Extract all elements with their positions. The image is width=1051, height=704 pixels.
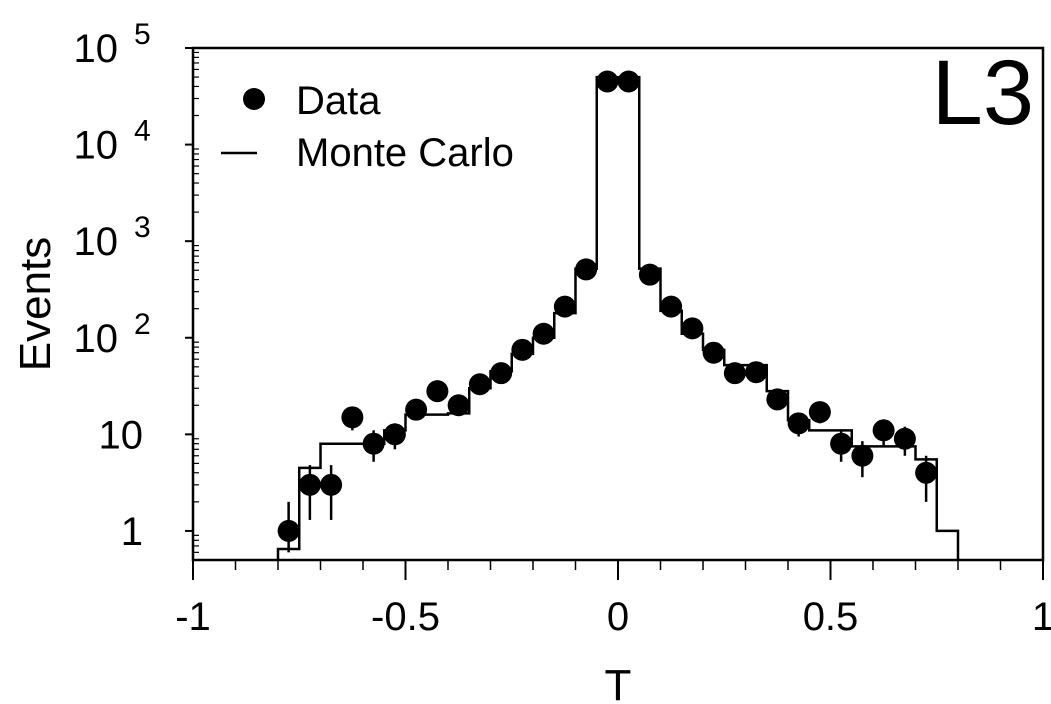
data-marker <box>405 398 428 421</box>
data-marker <box>745 361 768 384</box>
y-tick-exponent: 2 <box>134 308 151 341</box>
data-marker <box>511 338 534 361</box>
data-point <box>596 70 619 93</box>
data-point <box>511 338 534 361</box>
data-marker <box>617 70 640 93</box>
data-marker <box>808 401 831 424</box>
data-point <box>341 406 364 431</box>
data-point <box>277 501 300 553</box>
data-marker <box>575 258 598 281</box>
y-tick-label: 10 <box>99 413 144 457</box>
data-point <box>447 394 470 417</box>
data-marker <box>447 394 470 417</box>
data-point <box>383 423 406 450</box>
data-marker <box>298 473 321 496</box>
data-point <box>468 373 491 396</box>
data-point <box>298 465 321 520</box>
data-point <box>702 341 725 364</box>
x-tick-label: -1 <box>175 595 211 639</box>
data-marker <box>660 295 683 318</box>
y-tick-label: 10 <box>74 124 119 168</box>
data-marker <box>766 388 789 411</box>
data-marker <box>320 473 343 496</box>
y-axis-ticks: 1 10 10 2 10 3 10 4 10 5 <box>74 18 193 554</box>
y-tick-label: 10 <box>74 27 119 71</box>
data-point <box>553 295 576 318</box>
legend-data-label: Data <box>296 79 381 123</box>
data-marker <box>893 427 916 450</box>
y-tick-exponent: 5 <box>134 18 151 51</box>
y-tick-label: 10 <box>74 317 119 361</box>
y-tick-label: 1 <box>121 510 143 554</box>
y-tick-label: 10 <box>74 220 119 264</box>
data-marker <box>787 412 810 435</box>
x-axis-ticks: -1 -0.5 0 0.5 1 <box>175 560 1051 639</box>
data-point <box>787 412 810 437</box>
data-marker <box>277 519 300 542</box>
data-point <box>490 362 513 385</box>
data-point <box>617 70 640 93</box>
y-tick-exponent: 3 <box>134 211 151 244</box>
legend-data-marker <box>243 88 265 110</box>
data-point <box>893 426 916 456</box>
data-marker <box>596 70 619 93</box>
data-marker <box>830 432 853 455</box>
minor-ticks <box>193 51 199 561</box>
x-tick-label: 1 <box>1032 595 1051 639</box>
y-tick-exponent: 4 <box>134 115 151 148</box>
data-marker <box>851 444 874 467</box>
y-axis-label: Events <box>11 237 60 372</box>
data-points <box>277 70 938 553</box>
experiment-label: L3 <box>932 42 1034 144</box>
data-marker <box>468 373 491 396</box>
data-marker <box>383 423 406 446</box>
data-marker <box>872 419 895 442</box>
data-marker <box>490 362 513 385</box>
data-point <box>660 295 683 318</box>
data-marker <box>915 461 938 484</box>
x-axis-label: T <box>605 661 632 704</box>
data-point <box>638 263 661 286</box>
data-point <box>915 455 938 502</box>
legend-mc-label: Monte Carlo <box>296 131 514 175</box>
data-marker <box>426 380 449 403</box>
data-point <box>681 317 704 340</box>
data-marker <box>702 341 725 364</box>
x-tick-label: 0.5 <box>803 595 859 639</box>
data-point <box>532 322 555 345</box>
data-marker <box>341 406 364 429</box>
x-tick-label: 0 <box>607 595 629 639</box>
data-point <box>808 401 831 424</box>
data-marker <box>638 263 661 286</box>
data-point <box>320 465 343 520</box>
data-marker <box>681 317 704 340</box>
data-point <box>575 258 598 281</box>
data-point <box>405 398 428 421</box>
data-point <box>830 430 853 462</box>
data-marker <box>362 432 385 455</box>
x-tick-label: -0.5 <box>371 595 440 639</box>
data-point <box>723 362 746 385</box>
data-point <box>426 380 449 403</box>
data-point <box>745 361 768 384</box>
legend: Data Monte Carlo <box>221 79 514 175</box>
data-point <box>851 441 874 478</box>
data-marker <box>553 295 576 318</box>
data-marker <box>723 362 746 385</box>
data-point <box>362 430 385 462</box>
data-point <box>872 419 895 446</box>
data-point <box>766 388 789 411</box>
data-marker <box>532 322 555 345</box>
